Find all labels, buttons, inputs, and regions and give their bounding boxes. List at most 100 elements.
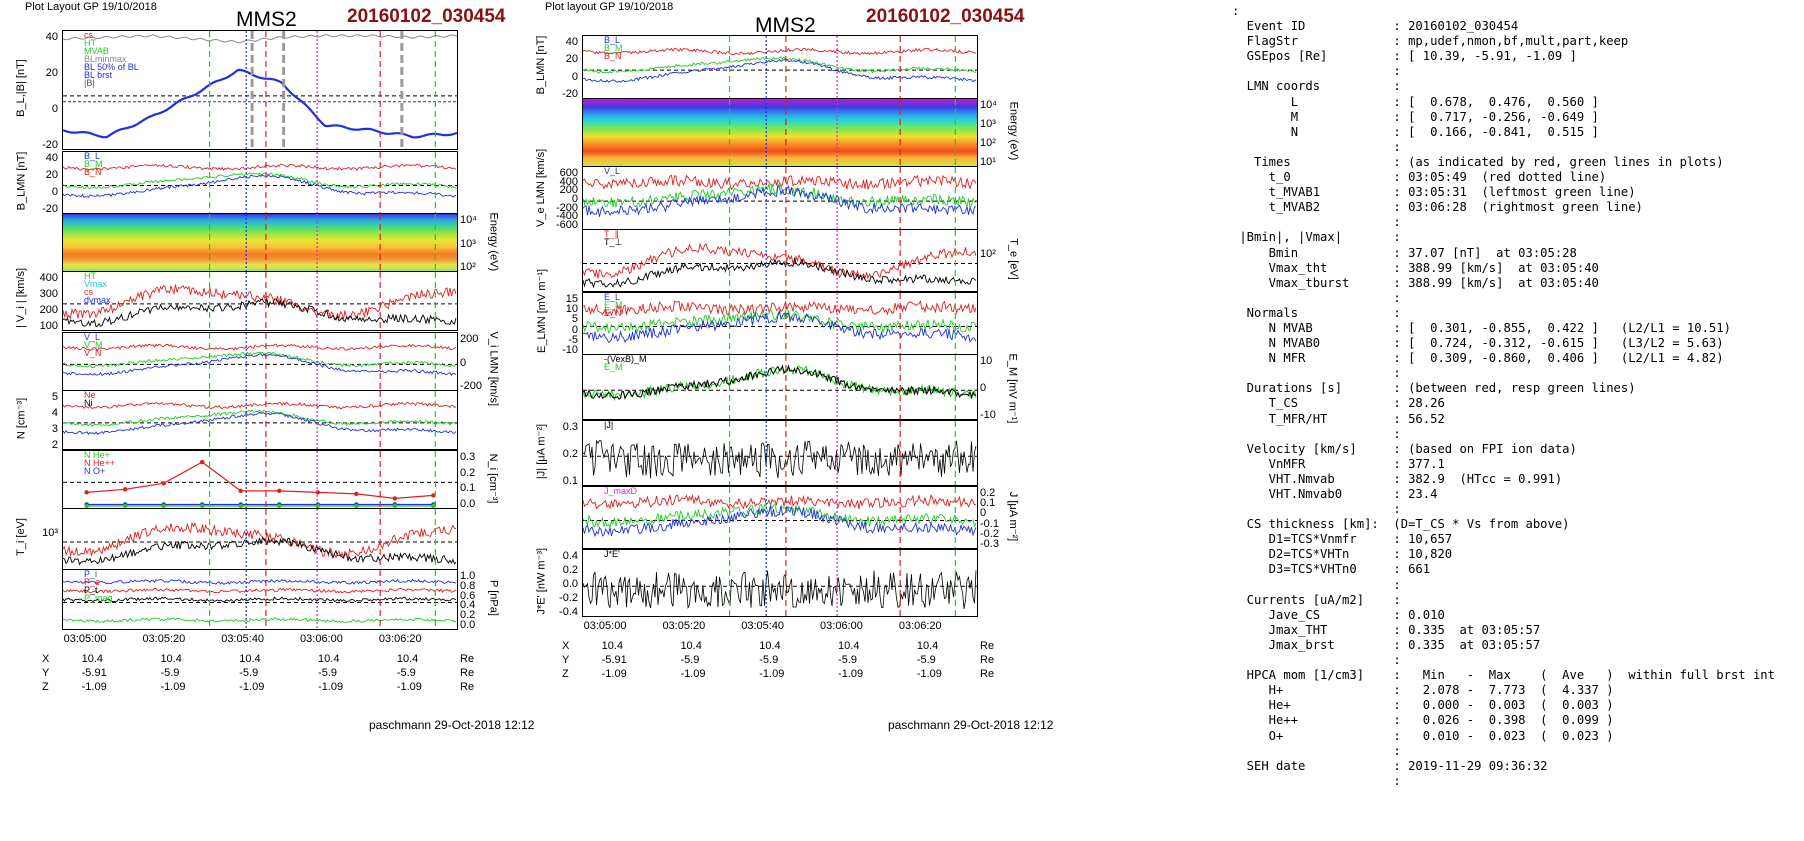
position-value: 10.4 (81, 653, 104, 665)
info-line: : (1393, 743, 1401, 758)
position-value: -1.09 (759, 668, 785, 680)
info-line: VHT.Nmvab : 382.9 (HTcc = 0.991) (1268, 471, 1563, 486)
series-line (583, 493, 977, 510)
series-line (583, 502, 977, 529)
legend-entry: P_t (84, 585, 98, 595)
y-tick-label: -200 (460, 380, 483, 392)
x-tick-label: 03:05:40 (221, 633, 265, 645)
legend-entry: HT (84, 38, 96, 48)
info-line: Currents [uA/m2] : (1246, 592, 1401, 607)
series-line (583, 182, 976, 209)
left-panel-8 (62, 569, 458, 630)
y-tick-label: 0 (980, 382, 987, 394)
y-tick-label: 4 (51, 407, 58, 419)
right-panel-7 (582, 486, 978, 549)
legend-entry: cs (84, 30, 93, 40)
info-line: t_MVAB1 : 03:05:31 (leftmost green line) (1268, 185, 1636, 200)
y-tick-label: -400 (555, 210, 578, 223)
position-value: -5.9 (396, 667, 416, 679)
y-tick-label: 0.1 (562, 475, 578, 487)
position-value: -1.09 (396, 681, 422, 693)
series-line (583, 570, 977, 609)
series-line (583, 300, 977, 317)
position-value: 10.4 (680, 640, 702, 652)
position-value: 10.4 (916, 640, 939, 652)
legend-entry: T_∥ (604, 229, 620, 239)
legend-entry: Ni (84, 398, 93, 408)
legend-entry: T_⊥ (604, 237, 623, 247)
info-line: : (1393, 502, 1401, 517)
x-tick-label: 03:05:20 (142, 633, 186, 645)
series-line (63, 34, 457, 44)
position-axis-label: Z (562, 668, 569, 680)
right-panel-2-svg (583, 167, 977, 229)
y-axis-label: B_LMN [nT] (535, 35, 547, 95)
legend-entry: MVAB (84, 46, 109, 56)
left-panel-8-svg (63, 570, 457, 629)
x-tick-label: 03:06:00 (820, 620, 863, 632)
y-tick-label: 600 (559, 167, 578, 179)
info-line: Normals : (1246, 305, 1401, 320)
info-line: : (1393, 290, 1401, 305)
y-tick-label: 0.2 (460, 466, 476, 479)
left-panel-6 (62, 450, 458, 509)
position-axis-label: Z (42, 681, 49, 693)
right-event-title: 20160102_030454 (866, 6, 1025, 27)
legend-entry: BLminmax (84, 54, 127, 64)
y-tick-label: -0.1 (980, 517, 999, 530)
y-tick-label: 5 (571, 313, 578, 326)
info-line: Event ID : 20160102_030454 (1246, 19, 1519, 34)
right-panel-3-svg (583, 230, 977, 291)
info-line: He++ : 0.026 - 0.398 ( 0.099 ) (1268, 713, 1614, 728)
info-line: : (1393, 426, 1401, 441)
info-line: GSEpos [Re] : [ 10.39, -5.91, -1.09 ] (1246, 49, 1577, 64)
legend-entry: Vmax (84, 279, 108, 289)
position-value: Re (460, 653, 475, 665)
y-tick-label: 0.2 (980, 487, 996, 499)
right-panel-0 (582, 35, 978, 99)
y-tick-label: 400 (559, 175, 578, 188)
legend-entry: E_M (604, 300, 623, 310)
y-tick-label: 10⁴ (460, 214, 477, 226)
y-tick-label: 0 (460, 356, 467, 369)
info-line: D3=TCS*VHTn0 : 661 (1268, 562, 1431, 577)
left-footer: paschmann 29-Oct-2018 12:12 (369, 718, 535, 732)
y-tick-label: -0.3 (980, 538, 999, 550)
right-panel-1-svg (728, 99, 956, 166)
y-axis-label: |J| [μA m⁻²] (535, 423, 548, 480)
legend-entry: BL brst (84, 70, 113, 80)
left-panel-2-svg (208, 214, 436, 271)
right-panel-5-svg (583, 355, 977, 419)
left-panel-3-svg (63, 272, 457, 330)
right-panel-6 (582, 420, 978, 486)
x-tick-label: 03:05:20 (662, 620, 706, 632)
y-axis-label: V_i LMN [km/s] (487, 331, 499, 406)
info-line: N MVAB0 : [ 0.724, -0.312, -0.615 ] (L3/… (1268, 336, 1724, 351)
info-line: t_0 : 03:05:49 (red dotted line) (1268, 170, 1607, 185)
position-value: Re (980, 654, 995, 666)
info-line: : (1393, 366, 1401, 381)
y-tick-label: -200 (555, 201, 578, 214)
info-line: H+ : 2.078 - 7.773 ( 4.337 ) (1268, 683, 1614, 698)
position-value: -5.91 (81, 667, 107, 679)
left-panel-1 (62, 151, 458, 214)
y-tick-label: 10 (980, 355, 993, 367)
series-line (63, 409, 457, 427)
y-tick-label: 0 (980, 507, 987, 520)
position-axis-label: Y (42, 667, 50, 679)
y-tick-label: 40 (45, 152, 58, 164)
y-tick-label: 0.8 (460, 579, 476, 592)
series-line (63, 537, 457, 566)
position-value: -1.09 (318, 681, 344, 693)
y-tick-label: 0.1 (460, 482, 476, 495)
y-tick-label: 400 (39, 272, 58, 284)
position-value: -1.09 (81, 681, 107, 693)
y-tick-label: -10 (980, 409, 996, 421)
y-tick-label: 0.1 (980, 497, 996, 510)
series-line (63, 578, 457, 585)
y-tick-label: 0.3 (460, 451, 476, 463)
legend-entry: BL 50% of BL (84, 62, 139, 72)
y-tick-label: 10³ (460, 237, 476, 250)
y-axis-label: P [nPa] (487, 579, 499, 616)
position-axis-label: Y (562, 654, 570, 666)
